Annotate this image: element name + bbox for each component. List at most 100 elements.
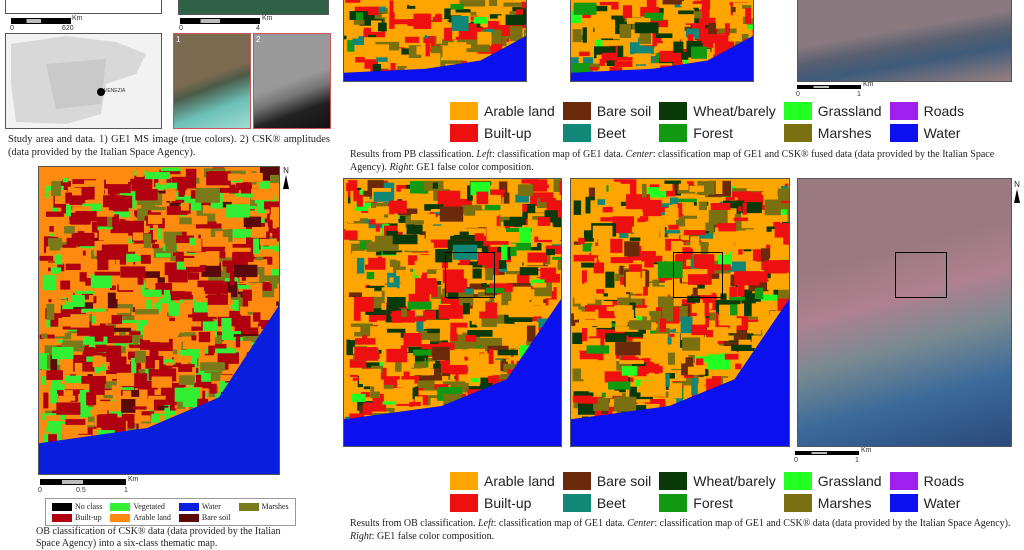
map-patch: [92, 355, 103, 368]
map-patch: [353, 190, 361, 202]
map-patch: [602, 52, 617, 61]
caption-part: Results from OB classification.: [350, 518, 479, 529]
map-patch: [642, 222, 654, 240]
map-patch: [396, 379, 415, 388]
map-patch: [479, 204, 505, 211]
map-patch: [644, 253, 657, 263]
map-patch: [375, 214, 399, 224]
map-patch: [698, 201, 707, 211]
map-patch: [481, 235, 491, 247]
legend-label: Beet: [596, 125, 626, 141]
map-patch: [478, 200, 485, 210]
map-patch: [204, 371, 223, 381]
map-patch: [75, 211, 100, 221]
map-patch: [184, 195, 194, 204]
map-patch: [177, 396, 186, 409]
map-patch: [107, 335, 133, 344]
map-patch: [605, 271, 615, 288]
map-patch: [467, 386, 492, 390]
map-patch: [416, 405, 435, 410]
map-patch: [675, 247, 692, 260]
map-patch: [423, 310, 436, 320]
map-patch: [455, 9, 471, 13]
map-patch: [353, 308, 361, 321]
north-label: N: [283, 166, 289, 175]
legend-item: Beet: [562, 124, 651, 142]
map-patch: [482, 296, 490, 301]
map-patch: [393, 0, 408, 15]
map-patch: [708, 246, 729, 255]
map-patch: [477, 31, 492, 45]
map-patch: [699, 0, 724, 7]
map-patch: [137, 380, 158, 390]
map-patch: [453, 197, 459, 205]
map-patch: [616, 297, 643, 306]
map-patch: [425, 225, 451, 240]
map-patch: [704, 299, 709, 317]
legend-item: Water: [889, 124, 964, 142]
map-patch: [677, 306, 687, 318]
map-patch: [530, 279, 547, 286]
map-patch: [614, 190, 620, 206]
map-patch: [193, 398, 209, 407]
map-patch: [195, 223, 222, 229]
scale-unit: Km: [861, 447, 872, 454]
map-patch: [691, 378, 698, 395]
map-patch: [389, 357, 401, 371]
map-patch: [584, 282, 593, 287]
map-patch: [215, 348, 236, 354]
map-patch: [215, 231, 223, 242]
map-patch: [682, 337, 701, 351]
map-patch: [182, 315, 202, 327]
map-patch: [604, 287, 627, 295]
map-patch: [672, 198, 699, 203]
map-patch: [89, 382, 105, 395]
map-patch: [235, 336, 241, 348]
map-patch: [226, 170, 246, 175]
map-patch: [498, 214, 510, 221]
map-patch: [488, 367, 499, 383]
map-patch: [733, 217, 748, 222]
map-patch: [678, 183, 689, 190]
map-patch: [582, 327, 588, 342]
map-patch: [730, 344, 755, 351]
map-patch: [187, 272, 200, 280]
map-patch: [195, 188, 220, 203]
legend-swatch: [450, 472, 478, 490]
map-patch: [605, 333, 627, 343]
map-patch: [485, 287, 505, 294]
map-patch: [702, 43, 725, 52]
map-patch: [148, 248, 154, 261]
map-patch: [94, 182, 105, 196]
legend-item: Marshes: [783, 494, 882, 512]
europe-map-fragment: [5, 0, 162, 14]
map-patch: [738, 339, 751, 345]
legend-swatch: [450, 124, 478, 142]
map-patch: [736, 5, 753, 13]
map-patch: [94, 333, 104, 342]
map-patch: [221, 217, 235, 230]
zoom-inset-box: [673, 252, 723, 298]
map-patch: [731, 191, 751, 198]
map-patch: [201, 373, 211, 382]
map-patch: [388, 200, 407, 214]
map-patch: [439, 324, 451, 341]
map-patch: [487, 20, 500, 35]
map-patch: [696, 358, 704, 366]
map-patch: [532, 305, 556, 317]
map-patch: [729, 296, 746, 301]
map-patch: [151, 376, 172, 388]
map-patch: [665, 373, 675, 379]
legend-item: Forest: [659, 124, 775, 142]
map-patch: [650, 218, 676, 228]
map-patch: [172, 349, 178, 355]
map-patch: [594, 22, 614, 39]
map-patch: [711, 376, 721, 389]
map-patch: [143, 271, 160, 278]
map-patch: [714, 345, 737, 356]
map-patch: [614, 61, 633, 68]
map-patch: [457, 260, 483, 268]
map-patch: [354, 296, 374, 312]
map-patch: [575, 311, 599, 320]
map-patch: [166, 206, 188, 215]
